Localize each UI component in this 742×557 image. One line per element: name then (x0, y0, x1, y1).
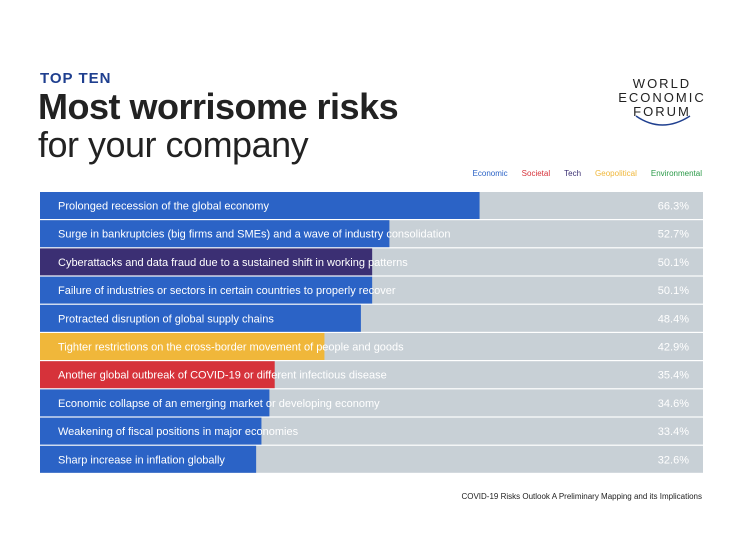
legend: Economic Societal Tech Geopolitical Envi… (473, 169, 702, 178)
page-title: Most worrisome risks (38, 86, 399, 127)
legend-item-geopolitical: Geopolitical (595, 169, 637, 178)
bar (40, 361, 275, 389)
bar-value-label: 34.6% (658, 398, 689, 410)
legend-item-societal: Societal (521, 169, 551, 178)
bar-value-label: 48.4% (658, 313, 689, 325)
bar-value-label: 52.7% (658, 229, 689, 241)
bar (40, 248, 373, 276)
bar-label: Another global outbreak of COVID-19 or d… (58, 370, 387, 382)
bar (40, 220, 390, 248)
logo-arc-icon (635, 115, 691, 126)
bar-label: Cyberattacks and data fraud due to a sus… (58, 257, 408, 269)
bar (40, 417, 262, 445)
wef-logo: WORLD ECONOMIC FORUM (612, 76, 712, 132)
source-footnote: COVID-19 Risks Outlook A Preliminary Map… (461, 492, 702, 501)
logo-line-1: WORLD (632, 76, 692, 91)
legend-item-environmental: Environmental (650, 169, 702, 178)
bar-label: Tighter restrictions on the cross-border… (58, 342, 404, 354)
page-subtitle: for your company (38, 124, 309, 165)
bar-label: Protracted disruption of global supply c… (58, 313, 274, 325)
bar-label: Surge in bankruptcies (big firms and SME… (58, 229, 451, 241)
bar (40, 276, 373, 304)
bar (40, 333, 325, 360)
bar (40, 445, 257, 473)
bar-label: Prolonged recession of the global econom… (58, 201, 269, 213)
bar-label: Weakening of fiscal positions in major e… (58, 426, 299, 438)
bar (40, 304, 361, 332)
logo-line-3: FORUM (633, 104, 691, 119)
logo-line-2: ECONOMIC (618, 90, 706, 105)
bar-value-label: 35.4% (658, 370, 689, 382)
risk-bar-chart: Prolonged recession of the global econom… (40, 192, 703, 473)
bar-label: Economic collapse of an emerging market … (58, 398, 380, 410)
kicker: TOP TEN (40, 70, 112, 87)
bar (40, 192, 480, 219)
bar-value-label: 32.6% (658, 454, 689, 466)
legend-item-economic: Economic (472, 169, 508, 178)
bar-label: Failure of industries or sectors in cert… (58, 285, 396, 297)
bar-value-label: 50.1% (658, 257, 689, 269)
bar-label: Sharp increase in inflation globally (58, 454, 225, 466)
bar-value-label: 33.4% (658, 426, 689, 438)
bar-value-label: 50.1% (658, 285, 689, 297)
bar-value-label: 42.9% (658, 342, 689, 354)
bar-value-label: 66.3% (658, 201, 689, 213)
bar (40, 389, 270, 417)
legend-item-tech: Tech (564, 169, 582, 178)
